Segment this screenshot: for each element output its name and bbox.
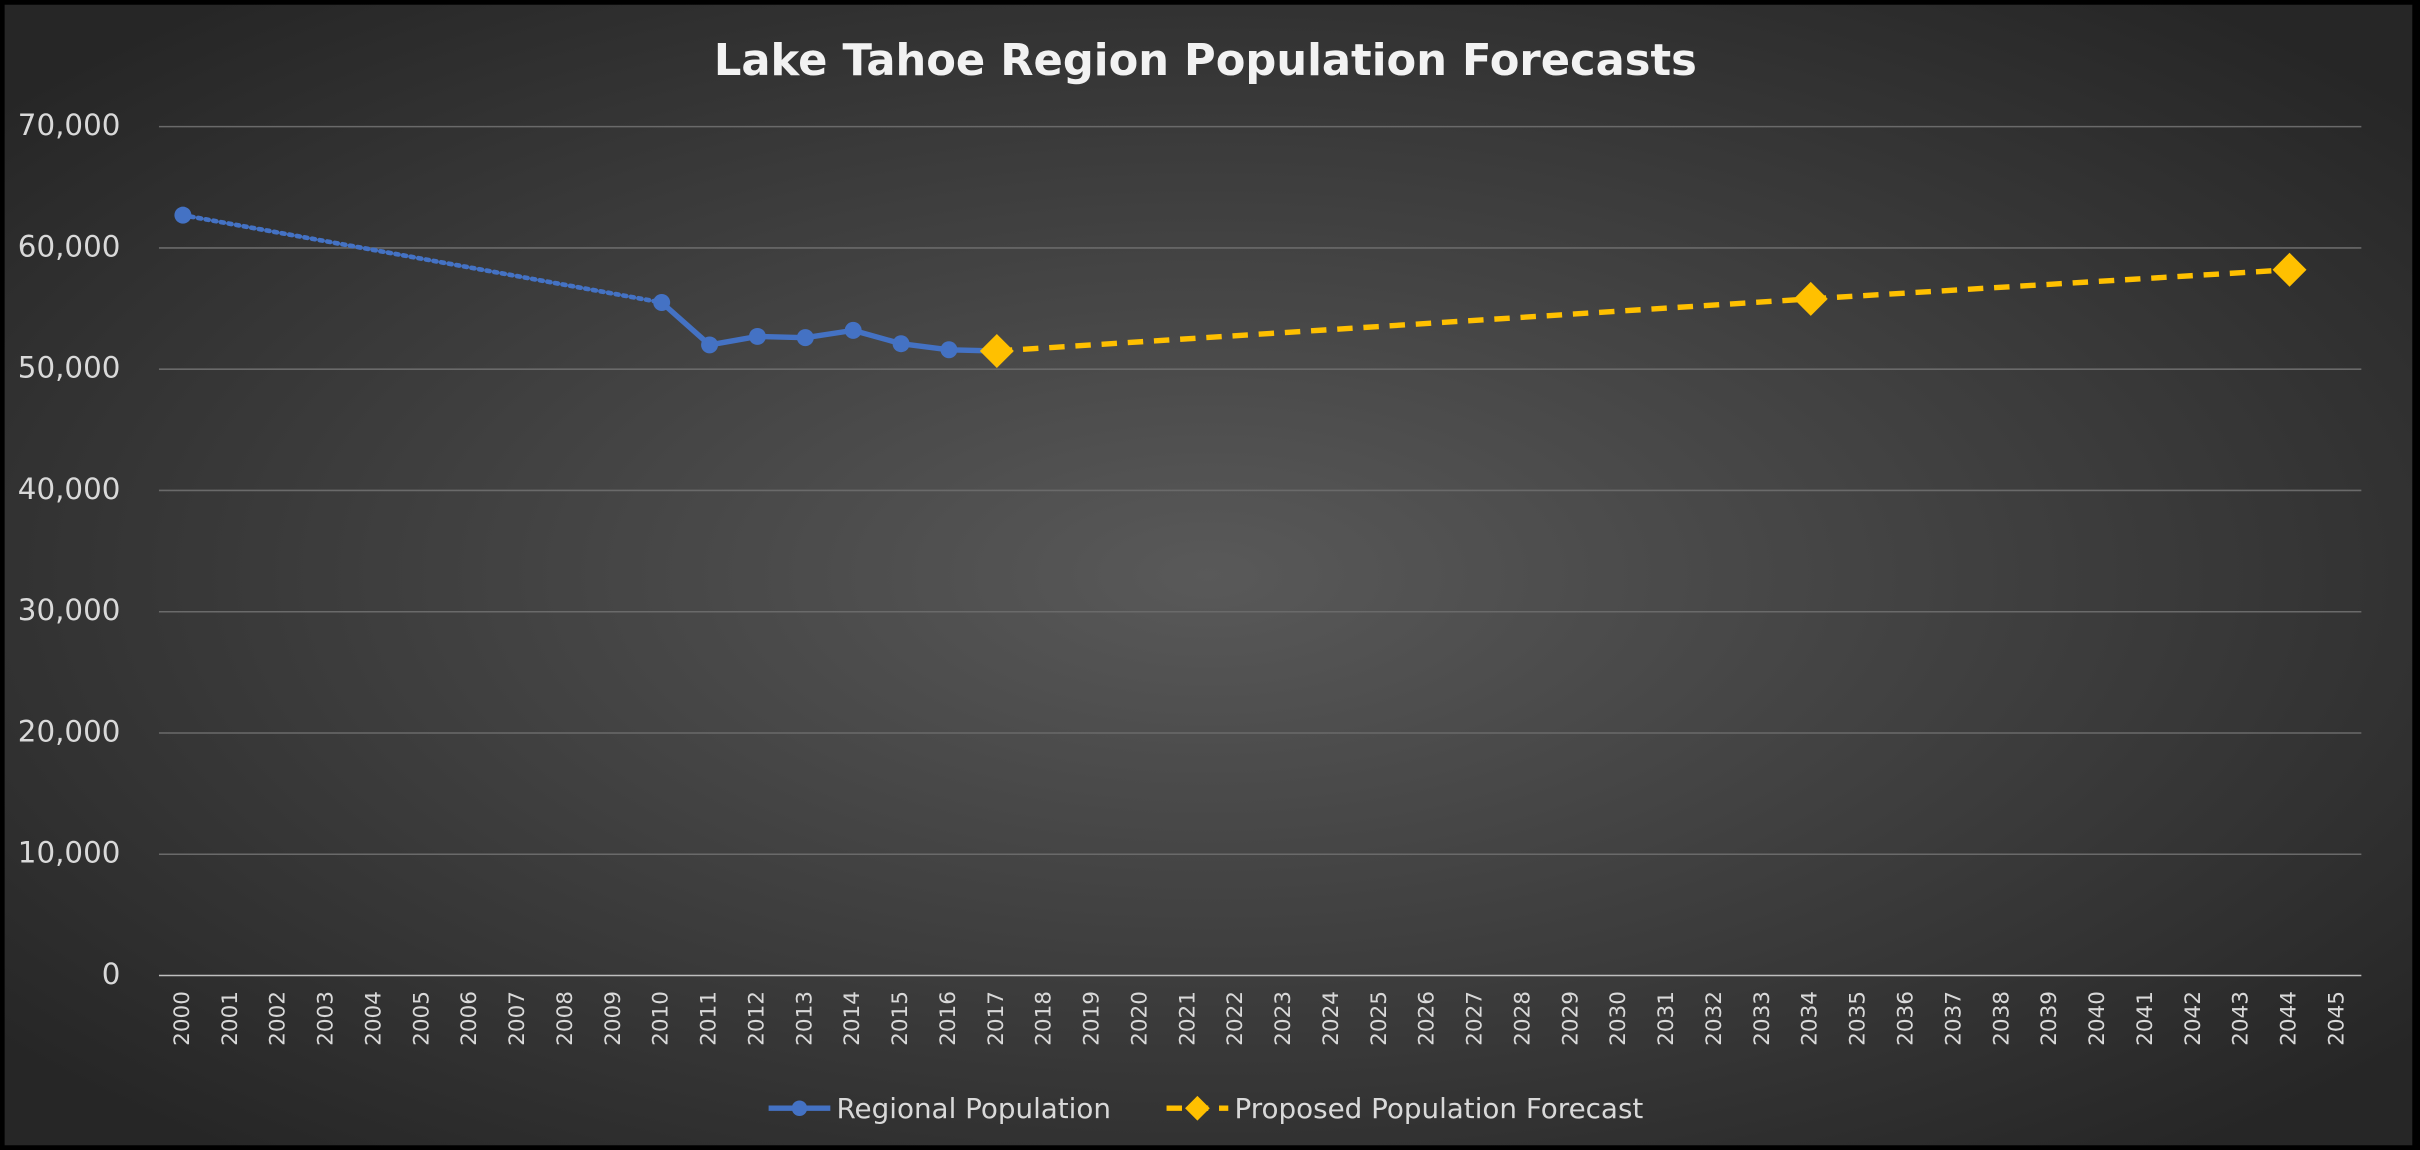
series-line — [659, 300, 712, 347]
chart-background — [4, 4, 2413, 1146]
x-tick-label: 2002 — [266, 991, 291, 1046]
x-tick-label: 2045 — [2324, 991, 2349, 1046]
marker — [2272, 252, 2307, 287]
marker — [940, 341, 958, 359]
x-tick-label: 2033 — [1750, 991, 1775, 1046]
x-tick-label: 2032 — [1702, 991, 1727, 1046]
x-tick-label: 2003 — [314, 991, 339, 1046]
x-tick-label: 2030 — [1606, 991, 1631, 1046]
legend-item: Regional Population — [768, 1092, 1111, 1125]
x-tick-label: 2010 — [649, 991, 674, 1046]
x-tick-label: 2019 — [1080, 991, 1105, 1046]
x-tick-label: 2009 — [601, 991, 626, 1046]
x-tick-label: 2021 — [1175, 991, 1200, 1046]
series-line — [996, 296, 1811, 354]
x-tick-label: 2020 — [1127, 991, 1152, 1046]
x-tick-label: 2007 — [505, 991, 530, 1046]
legend-item: Proposed Population Forecast — [1166, 1092, 1643, 1125]
y-tick-label: 0 — [102, 957, 121, 991]
y-tick-label: 70,000 — [18, 108, 121, 142]
y-tick-label: 50,000 — [18, 351, 121, 385]
legend-marker — [791, 1100, 808, 1116]
x-tick-label: 2035 — [1846, 991, 1871, 1046]
x-tick-label: 2022 — [1223, 991, 1248, 1046]
x-tick-label: 2044 — [2277, 991, 2302, 1046]
x-tick-label: 2014 — [840, 991, 865, 1046]
x-tick-label: 2018 — [1032, 991, 1057, 1046]
x-tick-label: 2004 — [361, 991, 386, 1046]
x-tick-label: 2029 — [1558, 991, 1583, 1046]
marker — [174, 206, 192, 224]
x-tick-label: 2017 — [984, 991, 1009, 1046]
x-tick-label: 2005 — [409, 991, 434, 1046]
x-tick-label: 2041 — [2133, 991, 2158, 1046]
marker — [844, 321, 862, 339]
series-line — [180, 212, 665, 305]
x-tick-label: 2023 — [1271, 991, 1296, 1046]
x-tick-label: 2042 — [2181, 991, 2206, 1046]
y-tick-label: 10,000 — [18, 836, 121, 870]
x-tick-label: 2037 — [1941, 991, 1966, 1046]
x-tick-label: 2000 — [170, 991, 195, 1046]
x-tick-label: 2031 — [1654, 991, 1679, 1046]
x-tick-label: 2016 — [936, 991, 961, 1046]
x-tick-label: 2024 — [1319, 991, 1344, 1046]
x-tick-label: 2043 — [2229, 991, 2254, 1046]
x-tick-label: 2026 — [1415, 991, 1440, 1046]
x-tick-label: 2028 — [1510, 991, 1535, 1046]
x-tick-label: 2011 — [697, 991, 722, 1046]
y-tick-label: 40,000 — [18, 472, 121, 506]
x-tick-label: 2034 — [1798, 991, 1823, 1046]
y-tick-label: 20,000 — [18, 714, 121, 748]
marker — [1793, 281, 1828, 316]
x-tick-label: 2025 — [1367, 991, 1392, 1046]
marker — [979, 334, 1014, 368]
x-tick-label: 2038 — [1989, 991, 2014, 1046]
x-tick-label: 2040 — [2085, 991, 2110, 1046]
marker — [892, 335, 910, 353]
marker — [748, 327, 766, 345]
x-tick-label: 2013 — [792, 991, 817, 1046]
x-tick-label: 2015 — [888, 991, 913, 1046]
marker — [653, 293, 671, 311]
x-tick-label: 2001 — [218, 991, 243, 1046]
x-tick-label: 2006 — [457, 991, 482, 1046]
x-tick-label: 2012 — [744, 991, 769, 1046]
x-tick-label: 2027 — [1463, 991, 1488, 1046]
series-line — [1810, 267, 2290, 302]
marker — [796, 329, 814, 347]
y-tick-label: 60,000 — [18, 229, 121, 263]
legend-label: Proposed Population Forecast — [1234, 1092, 1643, 1125]
x-tick-label: 2039 — [2037, 991, 2062, 1046]
x-tick-label: 2008 — [553, 991, 578, 1046]
chart-title: Lake Tahoe Region Population Forecasts — [714, 36, 1697, 86]
y-tick-label: 30,000 — [18, 593, 121, 627]
marker — [701, 336, 719, 354]
x-tick-label: 2036 — [1894, 991, 1919, 1046]
legend-label: Regional Population — [837, 1092, 1111, 1125]
